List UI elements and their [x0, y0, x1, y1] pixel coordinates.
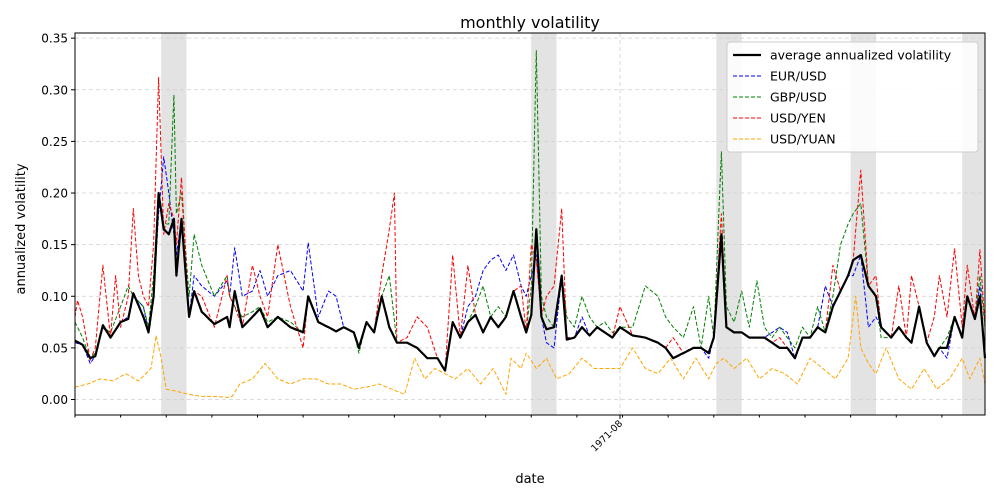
series-line-avg — [74, 191, 987, 372]
series-lines — [74, 50, 987, 398]
y-axis-label: annualized volatility — [14, 163, 29, 294]
legend-label: USD/YUAN — [770, 132, 836, 147]
y-tick-label: 0.25 — [41, 135, 68, 149]
y-tick-label: 0.05 — [41, 341, 68, 355]
chart-title: monthly volatility — [460, 13, 600, 32]
series-line-eur — [74, 156, 986, 372]
y-tick-label: 0.30 — [41, 83, 68, 97]
legend-label: EUR/USD — [770, 69, 827, 84]
y-tick-label: 0.15 — [41, 238, 68, 252]
y-tick-label: 0.20 — [41, 187, 68, 201]
series-line-yuan — [74, 295, 986, 398]
legend-label: USD/YEN — [770, 111, 826, 126]
x-axis-label: date — [515, 472, 544, 487]
plot-frame — [74, 32, 986, 416]
series-line-yen — [74, 76, 986, 372]
legend: average annualized volatility EUR/USD GBP/… — [726, 41, 979, 153]
y-tick-label: 0.10 — [41, 290, 68, 304]
legend-label: average annualized volatility — [770, 48, 952, 63]
legend-box — [726, 41, 979, 153]
y-tick-label: 0.35 — [41, 32, 68, 46]
legend-label: GBP/USD — [770, 90, 827, 105]
x-tick-label: 1971-08 — [589, 418, 625, 454]
y-tick-label: 0.00 — [41, 393, 68, 407]
